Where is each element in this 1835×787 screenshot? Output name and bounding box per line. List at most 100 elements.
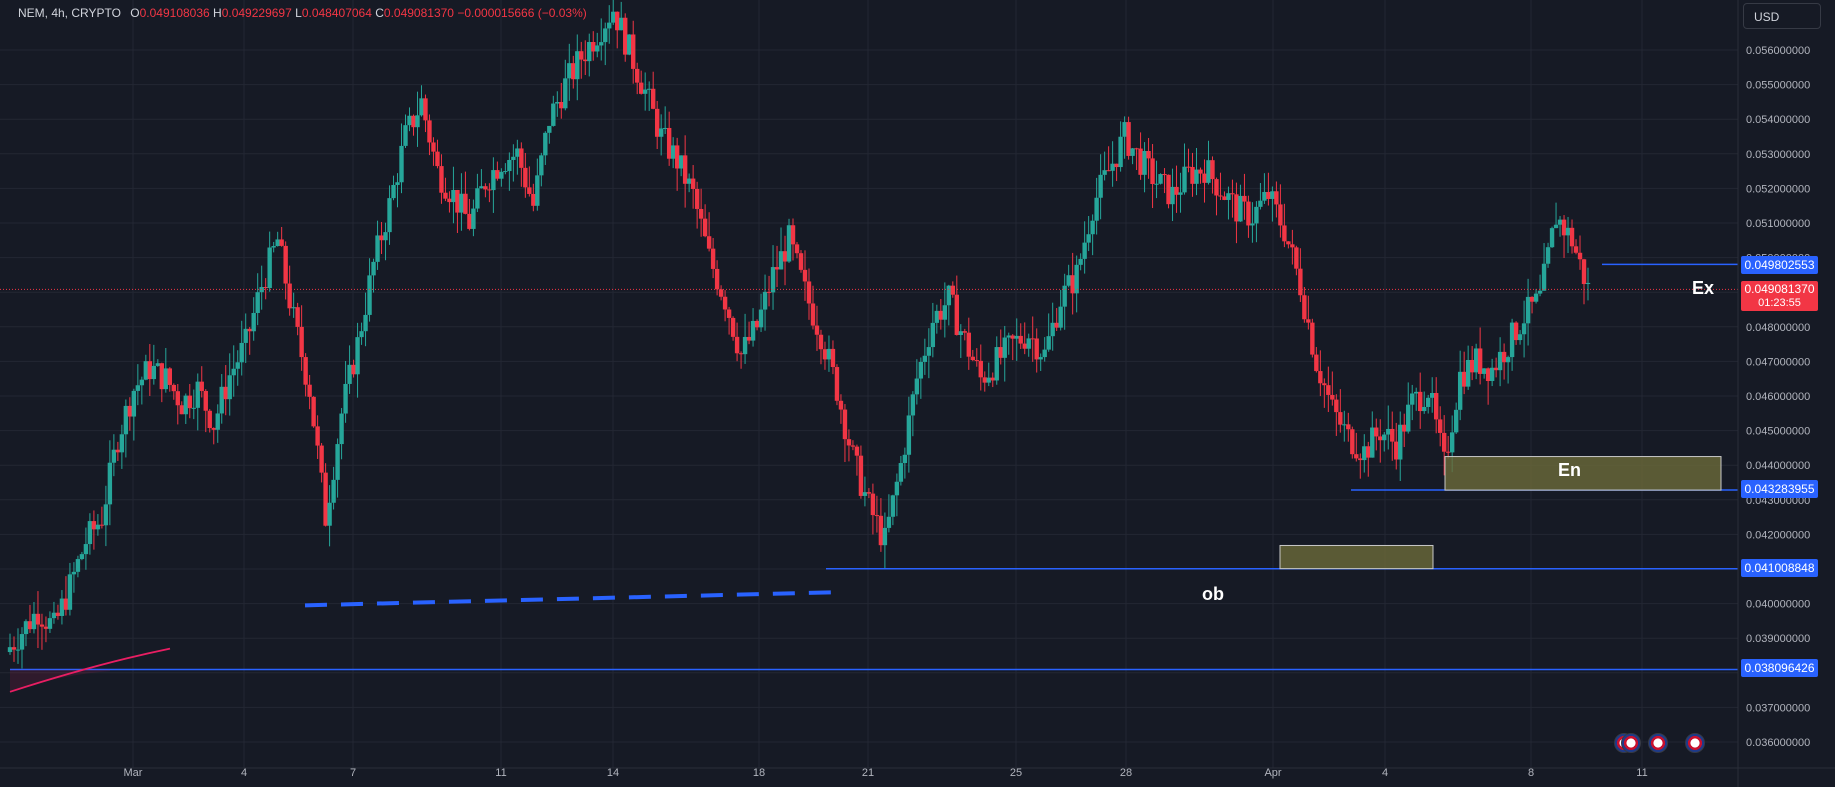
order-block-label: ob bbox=[1202, 584, 1224, 604]
candle-body bbox=[351, 364, 356, 375]
candle-body bbox=[327, 502, 332, 526]
candle-body bbox=[267, 247, 272, 288]
candle-body bbox=[391, 184, 396, 199]
candle-body bbox=[1054, 322, 1059, 328]
candle-body bbox=[1178, 192, 1183, 195]
us-flag-icon[interactable] bbox=[1685, 733, 1705, 753]
candle-body bbox=[407, 115, 412, 126]
candle-body bbox=[39, 624, 45, 627]
candle-body bbox=[766, 291, 772, 293]
candle-body bbox=[419, 98, 424, 116]
candle-body bbox=[1529, 296, 1535, 302]
candle-body bbox=[191, 407, 196, 409]
candle-body bbox=[199, 381, 204, 391]
candle-body bbox=[1078, 258, 1083, 265]
candle-body bbox=[1505, 357, 1511, 363]
time-tick-label: 18 bbox=[753, 767, 765, 779]
candle-body bbox=[662, 127, 668, 129]
time-tick-label: 21 bbox=[862, 767, 874, 779]
candle-body bbox=[443, 192, 448, 199]
candle-body bbox=[483, 186, 488, 190]
candle-body bbox=[1158, 174, 1163, 184]
candle-body bbox=[954, 294, 960, 335]
price-tick-label: 0.036000000 bbox=[1746, 737, 1810, 749]
candle-body bbox=[1042, 349, 1047, 358]
candle-body bbox=[922, 355, 928, 362]
candle-body bbox=[910, 394, 916, 416]
candle-body bbox=[1010, 335, 1015, 339]
candle-body bbox=[603, 28, 608, 43]
symbol-label[interactable]: NEM, 4h, CRYPTO bbox=[18, 6, 121, 20]
candle-body bbox=[958, 331, 963, 335]
candle-body bbox=[1014, 335, 1019, 339]
candle-body bbox=[447, 198, 452, 203]
candle-body bbox=[67, 574, 73, 610]
candle-body bbox=[718, 289, 724, 297]
candle-body bbox=[1449, 432, 1455, 453]
candle-body bbox=[303, 357, 308, 385]
us-flag-icon[interactable] bbox=[1648, 733, 1668, 753]
candle-body bbox=[1537, 290, 1543, 294]
price-tick-label: 0.044000000 bbox=[1746, 460, 1810, 472]
candle-body bbox=[315, 426, 320, 446]
candle-body bbox=[686, 178, 692, 184]
candle-body bbox=[814, 325, 820, 335]
candle-body bbox=[363, 314, 368, 332]
candle-body bbox=[1418, 391, 1423, 412]
price-tick-label: 0.055000000 bbox=[1746, 80, 1810, 92]
candle-body bbox=[87, 521, 93, 545]
candle-body bbox=[1006, 335, 1011, 338]
candle-body bbox=[347, 364, 352, 384]
candle-body bbox=[507, 159, 512, 172]
candle-body bbox=[802, 269, 808, 282]
candle-body bbox=[1186, 166, 1191, 168]
candle-body bbox=[1509, 322, 1515, 358]
currency-selector[interactable]: USD bbox=[1743, 3, 1821, 29]
candle-body bbox=[11, 647, 17, 650]
candle-body bbox=[83, 544, 89, 555]
candle-body bbox=[283, 245, 288, 284]
candle-body bbox=[774, 267, 780, 270]
candles bbox=[7, 0, 1591, 669]
candle-body bbox=[1314, 354, 1319, 372]
exit-label: Ex bbox=[1692, 278, 1715, 298]
candle-body bbox=[227, 375, 232, 400]
candle-body bbox=[263, 287, 268, 289]
change-value: −0.000015666 (−0.03%) bbox=[457, 6, 587, 20]
candle-body bbox=[654, 108, 660, 137]
candle-body bbox=[674, 145, 680, 169]
candle-body bbox=[1098, 174, 1103, 198]
candle-body bbox=[1398, 424, 1403, 460]
candle-body bbox=[678, 155, 684, 169]
candle-body bbox=[539, 155, 544, 176]
candle-body bbox=[942, 305, 948, 320]
candle-body bbox=[319, 445, 324, 473]
candle-body bbox=[998, 347, 1003, 358]
time-tick-label: Apr bbox=[1264, 767, 1281, 779]
curve-fill bbox=[10, 669, 110, 692]
candle-body bbox=[387, 198, 392, 233]
candle-body bbox=[211, 428, 216, 430]
candle-body bbox=[1046, 336, 1051, 350]
candle-body bbox=[1290, 244, 1295, 248]
candle-body bbox=[1493, 367, 1499, 371]
ohlc-legend: NEM, 4h, CRYPTO O0.049108036 H0.04922969… bbox=[18, 6, 587, 20]
candle-body bbox=[1118, 136, 1123, 168]
candle-body bbox=[103, 504, 109, 526]
candle-body bbox=[215, 413, 220, 430]
close-value: 0.049081370 bbox=[383, 6, 454, 20]
candle-body bbox=[1018, 335, 1023, 344]
candle-body bbox=[926, 347, 932, 356]
candle-body bbox=[646, 88, 652, 90]
time-tick-label: 11 bbox=[495, 767, 506, 779]
candle-body bbox=[1533, 293, 1539, 302]
candle-body bbox=[219, 386, 224, 414]
candle-body bbox=[1489, 367, 1495, 381]
candle-body bbox=[1058, 306, 1063, 328]
us-flag-icon[interactable] bbox=[1621, 733, 1641, 753]
candle-body bbox=[1266, 191, 1271, 199]
candle-body bbox=[183, 395, 188, 415]
candle-body bbox=[1402, 424, 1407, 432]
candle-body bbox=[758, 309, 764, 328]
